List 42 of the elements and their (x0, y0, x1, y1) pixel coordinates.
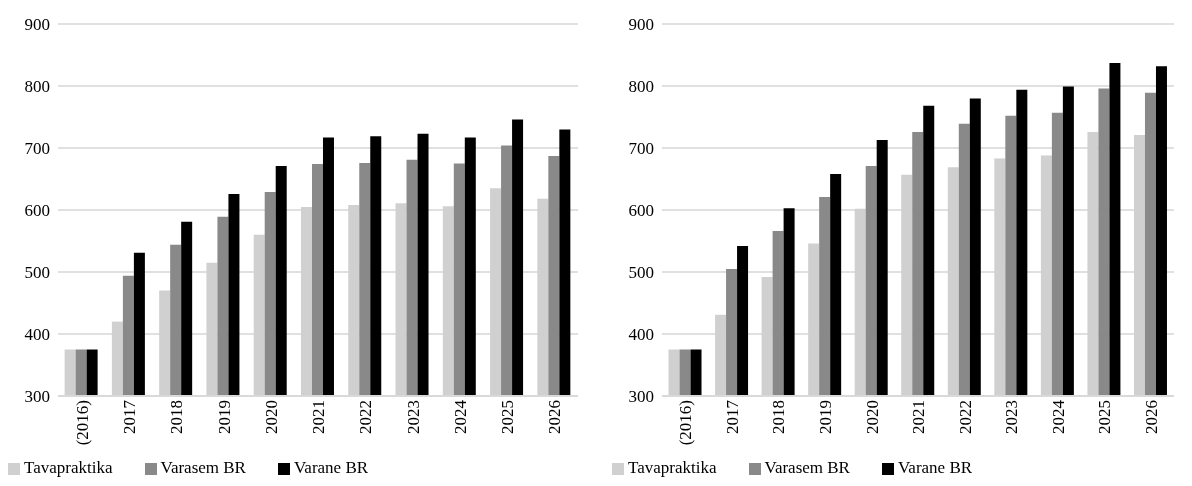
x-tick-label: 2017 (119, 399, 139, 434)
x-tick-label: 2025 (1095, 400, 1115, 434)
x-tick-label: 2018 (167, 400, 187, 434)
x-tick-label: (2016) (676, 400, 696, 446)
y-tick-label: 900 (24, 15, 50, 35)
y-tick-label: 900 (628, 15, 654, 35)
y-tick-label: 800 (24, 77, 50, 97)
legend-label: Varasem BR (764, 458, 850, 477)
legend-label: Tavapraktika (24, 458, 113, 477)
y-tick-label: 500 (628, 263, 654, 283)
x-tick-label: 2023 (1002, 400, 1022, 434)
y-tick-label: 700 (628, 139, 654, 159)
x-tick-label: 2023 (403, 400, 423, 434)
y-tick-label: 400 (628, 325, 654, 345)
y-tick-label: 600 (24, 201, 50, 221)
x-tick-label: 2018 (769, 400, 789, 434)
y-tick-label: 400 (24, 325, 50, 345)
x-tick-label: (2016) (72, 400, 92, 446)
x-tick-label: 2026 (1141, 400, 1161, 434)
y-tick-label: 500 (24, 263, 50, 283)
x-tick-label: 2021 (309, 400, 329, 434)
y-tick-label: 600 (628, 201, 654, 221)
x-tick-label: 2021 (909, 400, 929, 434)
x-tick-label: 2024 (450, 399, 470, 434)
x-tick-label: 2024 (1048, 399, 1068, 434)
x-tick-label: 2025 (498, 400, 518, 434)
legend-label: Tavapraktika (628, 458, 717, 477)
x-tick-label: 2019 (214, 400, 234, 434)
x-tick-label: 2022 (356, 400, 376, 434)
x-tick-label: 2019 (815, 400, 835, 434)
x-tick-label: 2022 (955, 400, 975, 434)
x-tick-label: 2026 (545, 400, 565, 434)
legend-label: Varane BR (293, 458, 369, 477)
y-tick-label: 800 (628, 77, 654, 97)
x-tick-label: 2020 (862, 400, 882, 434)
legend-label: Varane BR (897, 458, 973, 477)
x-tick-label: 2017 (722, 399, 742, 434)
y-tick-label: 700 (24, 139, 50, 159)
y-tick-label: 300 (24, 387, 50, 407)
x-tick-label: 2020 (261, 400, 281, 434)
legend-label: Varasem BR (160, 458, 246, 477)
y-tick-label: 300 (628, 387, 654, 407)
